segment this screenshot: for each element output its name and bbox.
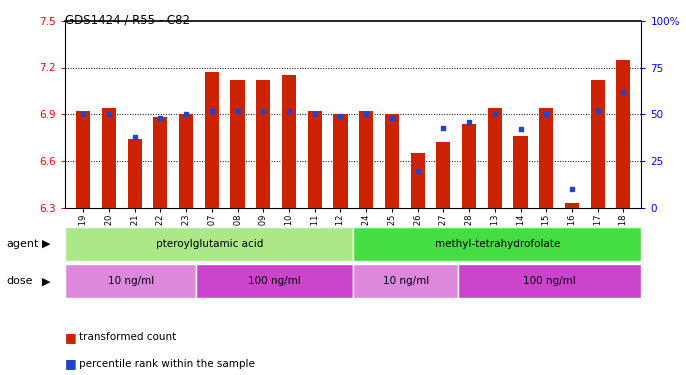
Bar — [436, 142, 451, 208]
Bar — [565, 203, 579, 208]
Bar — [385, 114, 399, 208]
Text: transformed count: transformed count — [79, 333, 176, 342]
Bar — [153, 117, 167, 208]
Text: 10 ng/ml: 10 ng/ml — [108, 276, 154, 286]
Bar — [539, 108, 554, 208]
Text: percentile rank within the sample: percentile rank within the sample — [79, 359, 255, 369]
Text: agent: agent — [7, 239, 39, 249]
Bar — [282, 75, 296, 208]
Bar — [307, 111, 322, 208]
Text: pteroylglutamic acid: pteroylglutamic acid — [156, 239, 263, 249]
Bar — [230, 80, 245, 208]
Bar — [359, 111, 373, 208]
Text: GDS1424 / R55 - C82: GDS1424 / R55 - C82 — [65, 13, 190, 26]
Text: ■: ■ — [65, 357, 77, 370]
Bar — [616, 60, 630, 208]
Bar — [204, 72, 219, 208]
Bar — [256, 80, 270, 208]
Bar — [462, 124, 476, 208]
Text: dose: dose — [7, 276, 34, 286]
Text: ▶: ▶ — [43, 276, 51, 286]
Text: 100 ng/ml: 100 ng/ml — [248, 276, 301, 286]
Bar — [102, 108, 116, 208]
Text: methyl-tetrahydrofolate: methyl-tetrahydrofolate — [435, 239, 560, 249]
Text: ▶: ▶ — [43, 239, 51, 249]
Bar — [128, 140, 142, 208]
Bar — [410, 153, 425, 208]
Bar — [488, 108, 502, 208]
Bar — [591, 80, 605, 208]
Bar — [513, 136, 528, 208]
Bar — [76, 111, 91, 208]
Text: 10 ng/ml: 10 ng/ml — [383, 276, 429, 286]
Bar — [179, 114, 193, 208]
Text: 100 ng/ml: 100 ng/ml — [523, 276, 576, 286]
Bar — [333, 114, 348, 208]
Text: ■: ■ — [65, 331, 77, 344]
